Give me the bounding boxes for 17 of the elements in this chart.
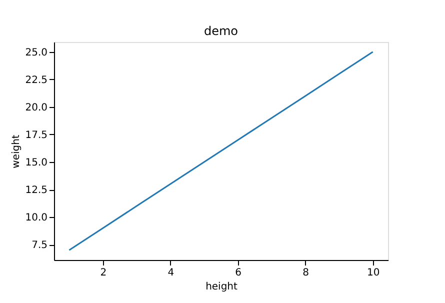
x-tick-label: 10 <box>366 268 380 278</box>
x-tick-label: 4 <box>168 268 174 278</box>
x-tick-label: 8 <box>302 268 310 278</box>
y-tick-label: 10.0 <box>25 212 48 224</box>
x-tick-label: 2 <box>100 268 107 278</box>
y-tick-label: 20.0 <box>25 102 48 114</box>
line-series <box>68 51 374 251</box>
x-axis-title: height <box>206 282 238 292</box>
y-tick-label: 22.5 <box>25 74 48 86</box>
y-tick-label: 12.5 <box>25 185 48 196</box>
y-tick-label: 7.5 <box>32 240 48 252</box>
chart-title: demo <box>204 24 238 38</box>
y-axis-title: weight <box>11 134 22 168</box>
y-tick-label: 15.0 <box>25 158 48 169</box>
x-tick-label: 6 <box>235 268 242 278</box>
y-tick-label: 17.5 <box>25 130 48 141</box>
y-tick-label: 25.0 <box>25 47 48 58</box>
